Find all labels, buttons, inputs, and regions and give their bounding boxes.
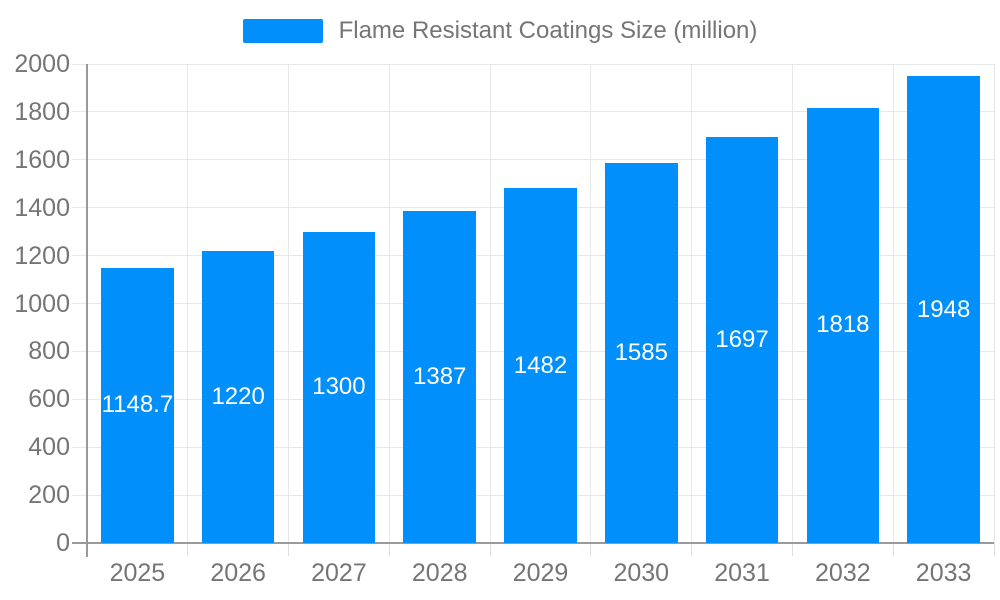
y-axis-tick-label: 1400: [14, 193, 70, 222]
bar-value-label: 1300: [312, 373, 366, 401]
bar-value-label: 1697: [715, 325, 769, 353]
x-gridline: [993, 64, 995, 543]
y-axis-line: [86, 64, 88, 557]
x-axis-label-2027: 2027: [311, 559, 367, 587]
x-gridline: [590, 64, 592, 543]
x-gridline: [791, 64, 793, 543]
y-axis-tick-label: 1200: [14, 241, 70, 270]
x-axis-label-2025: 2025: [109, 559, 166, 587]
x-axis-label-2028: 2028: [411, 559, 468, 587]
x-axis-label-2031: 2031: [714, 559, 770, 587]
bar-value-label: 1148.7: [101, 391, 174, 419]
x-gridline: [187, 64, 189, 543]
x-axis-label-2029: 2029: [512, 559, 569, 587]
x-axis-tick: [489, 543, 491, 556]
y-gridline: [72, 63, 994, 65]
y-axis-tick-label: 1600: [14, 145, 70, 174]
x-gridline: [892, 64, 894, 543]
x-gridline: [388, 64, 390, 543]
bar-value-label: 1220: [211, 382, 265, 410]
x-gridline: [489, 64, 491, 543]
y-axis-tick-label: 0: [56, 529, 70, 557]
bar-2032[interactable]: 1818: [806, 107, 880, 543]
y-axis-tick-label: 400: [28, 433, 70, 462]
x-axis-tick: [993, 543, 995, 556]
bar-2030[interactable]: 1585: [605, 163, 678, 543]
x-axis-line: [72, 542, 994, 544]
x-axis-label-2032: 2032: [815, 559, 871, 587]
y-gridline: [72, 159, 994, 161]
y-axis-tick-label: 1800: [14, 97, 70, 126]
x-axis-tick: [892, 543, 894, 556]
bar-value-label: 1585: [614, 339, 668, 367]
x-axis-label-2026: 2026: [210, 559, 266, 587]
y-axis-tick-label: 200: [28, 481, 70, 510]
bar-value-label: 1387: [413, 362, 467, 390]
x-gridline: [288, 64, 290, 543]
bar-2026[interactable]: 1220: [201, 250, 275, 543]
bar-2031[interactable]: 1697: [705, 136, 779, 543]
bar-2025[interactable]: 1148.7: [101, 267, 174, 543]
y-axis-tick-label: 2000: [14, 50, 70, 78]
x-axis-tick: [590, 543, 592, 556]
x-axis-tick: [288, 543, 290, 556]
bar-value-label: 1482: [513, 351, 568, 379]
bar-2027[interactable]: 1300: [302, 231, 376, 543]
y-axis-tick-label: 800: [28, 337, 70, 366]
legend-marker: [242, 19, 323, 43]
x-axis-tick: [791, 543, 793, 556]
x-axis-tick: [691, 543, 693, 556]
y-axis-tick-label: 1000: [14, 289, 70, 318]
x-axis-tick: [187, 543, 189, 556]
bar-2029[interactable]: 1482: [504, 188, 577, 543]
bar-2028[interactable]: 1387: [403, 210, 476, 543]
y-gridline: [72, 111, 994, 113]
legend-item[interactable]: Flame Resistant Coatings Size (million): [0, 12, 1000, 50]
bar-value-label: 1948: [916, 295, 971, 323]
x-axis-label-2030: 2030: [613, 559, 670, 587]
bar-value-label: 1818: [816, 311, 870, 339]
y-axis-tick-label: 600: [28, 385, 70, 414]
legend-label: Flame Resistant Coatings Size (million): [338, 17, 758, 44]
x-axis-label-2033: 2033: [915, 559, 972, 587]
bar-2033[interactable]: 1948: [907, 76, 980, 543]
x-axis-tick: [388, 543, 390, 556]
x-gridline: [691, 64, 693, 543]
